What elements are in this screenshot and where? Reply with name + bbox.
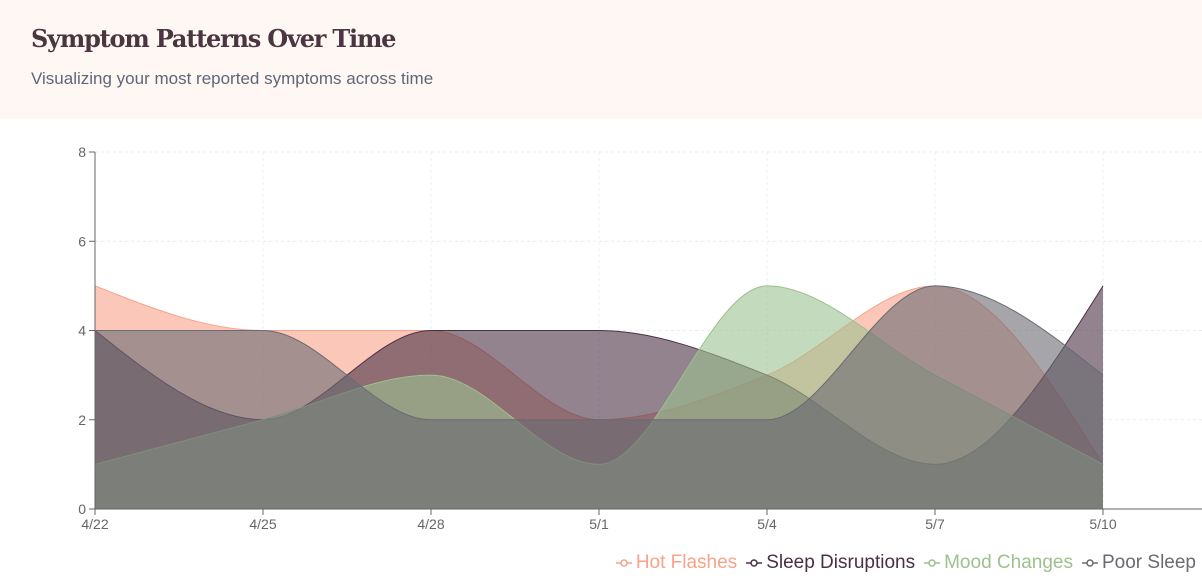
- legend-label: Hot Flashes: [635, 552, 738, 573]
- legend-label: Poor Sleep: [1101, 552, 1196, 573]
- area-chart: 0 2 4 6 8 4/22 4/25 4/28 5/1 5/4 5/7 5/10: [78, 144, 1202, 532]
- chart-header: Symptom Patterns Over Time Visualizing y…: [0, 0, 1202, 119]
- y-tick-label-0: 0: [78, 501, 86, 517]
- chart-legend: Hot Flashes Sleep Disruptions Mood Changes…: [607, 552, 1196, 574]
- x-tick-label-0: 4/22: [81, 516, 108, 532]
- series-line-3: [95, 285, 1104, 421]
- series-group: [95, 285, 1104, 509]
- series-area-3: [95, 285, 1103, 509]
- y-tick-label-2: 4: [78, 323, 86, 339]
- chart-title: Symptom Patterns Over Time: [31, 24, 396, 53]
- x-tick-label-6: 5/10: [1089, 516, 1116, 532]
- legend-item-3[interactable]: Poor Sleep: [1081, 552, 1196, 574]
- legend-item-2[interactable]: Mood Changes: [924, 552, 1073, 574]
- legend-line-icon: [1081, 559, 1098, 567]
- legend-line-icon: [615, 559, 632, 567]
- y-tick-label-3: 6: [78, 233, 86, 249]
- legend-label: Mood Changes: [944, 552, 1073, 573]
- x-tick-label-5: 5/7: [925, 516, 945, 532]
- x-tick-label-1: 4/25: [249, 516, 276, 532]
- x-tick-label-2: 4/28: [417, 516, 444, 532]
- y-tick-label-1: 2: [78, 412, 86, 428]
- chart-subtitle: Visualizing your most reported symptoms …: [31, 69, 434, 88]
- x-tick-label-3: 5/1: [589, 516, 609, 532]
- legend-label: Sleep Disruptions: [766, 552, 916, 573]
- chart-card: 0 2 4 6 8 4/22 4/25 4/28 5/1 5/4 5/7 5/10: [0, 119, 1202, 586]
- y-tick-label-4: 8: [78, 144, 86, 160]
- legend-line-icon: [924, 559, 941, 567]
- legend-item-0[interactable]: Hot Flashes: [615, 552, 738, 574]
- x-tick-label-4: 5/4: [757, 516, 777, 532]
- legend-item-1[interactable]: Sleep Disruptions: [746, 552, 915, 574]
- legend-line-icon: [746, 559, 763, 567]
